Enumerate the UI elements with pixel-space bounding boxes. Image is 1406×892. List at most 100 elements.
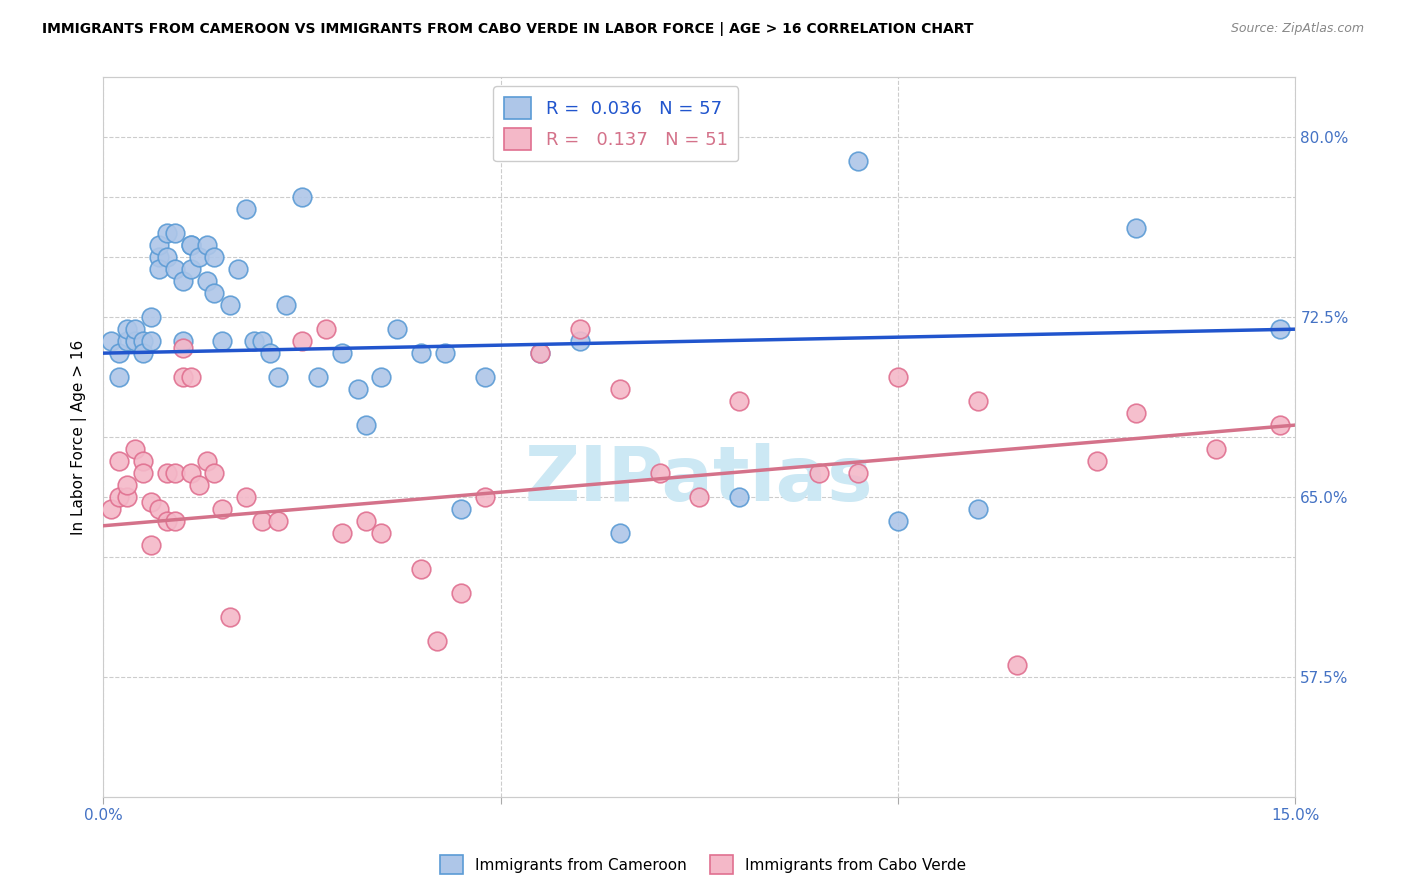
Point (354, 514, 377, 528)
Point (1085, 454, 1108, 468)
Point (172, 342, 194, 356)
Point (148, 250, 170, 264)
Point (156, 514, 179, 528)
Point (887, 370, 910, 384)
Point (219, 298, 242, 312)
Point (529, 346, 551, 360)
Text: ZIPatlas: ZIPatlas (524, 443, 873, 517)
Point (569, 322, 592, 336)
Point (426, 633, 449, 648)
Point (330, 346, 353, 360)
Point (728, 490, 751, 504)
Point (204, 286, 226, 301)
Point (180, 370, 202, 384)
Point (180, 262, 202, 277)
Point (1125, 221, 1147, 235)
Point (108, 370, 131, 384)
Point (243, 334, 266, 348)
Text: IMMIGRANTS FROM CAMEROON VS IMMIGRANTS FROM CABO VERDE IN LABOR FORCE | AGE > 16: IMMIGRANTS FROM CAMEROON VS IMMIGRANTS F… (42, 22, 974, 37)
Point (846, 466, 869, 480)
Point (387, 322, 409, 336)
Point (115, 334, 138, 348)
Point (180, 238, 202, 252)
Point (274, 298, 297, 312)
Point (728, 394, 751, 409)
Point (291, 190, 314, 204)
Point (204, 250, 226, 264)
Point (163, 466, 186, 480)
Point (148, 262, 170, 277)
Point (139, 310, 162, 325)
Point (124, 322, 146, 336)
Point (250, 334, 273, 348)
Point (115, 322, 138, 336)
Point (148, 502, 170, 516)
Point (1007, 657, 1029, 672)
Point (124, 442, 146, 456)
Point (433, 346, 456, 360)
Point (474, 490, 496, 504)
Point (108, 490, 131, 504)
Point (124, 334, 146, 348)
Point (100, 334, 122, 348)
Point (195, 238, 218, 252)
Point (115, 478, 138, 492)
Point (609, 525, 631, 540)
Point (846, 154, 869, 169)
Text: Source: ZipAtlas.com: Source: ZipAtlas.com (1230, 22, 1364, 36)
Point (163, 514, 186, 528)
Point (1268, 322, 1291, 336)
Point (156, 227, 179, 241)
Point (204, 466, 226, 480)
Point (180, 238, 202, 252)
Point (139, 334, 162, 348)
Point (172, 334, 194, 348)
Point (156, 250, 179, 264)
Point (346, 382, 368, 396)
Point (307, 370, 329, 384)
Point (529, 346, 551, 360)
Point (132, 466, 155, 480)
Point (228, 262, 250, 277)
Point (195, 454, 218, 468)
Point (187, 478, 209, 492)
Point (330, 525, 353, 540)
Point (235, 202, 257, 217)
Point (267, 514, 290, 528)
Legend: R =  0.036   N = 57, R =   0.137   N = 51: R = 0.036 N = 57, R = 0.137 N = 51 (494, 87, 738, 161)
Point (132, 346, 155, 360)
Point (354, 418, 377, 433)
Point (267, 370, 290, 384)
Point (132, 454, 155, 468)
Point (163, 262, 186, 277)
Y-axis label: In Labor Force | Age > 16: In Labor Force | Age > 16 (72, 340, 87, 534)
Point (291, 334, 314, 348)
Point (609, 382, 631, 396)
Point (139, 538, 162, 552)
Point (887, 514, 910, 528)
Point (187, 250, 209, 264)
Point (195, 274, 218, 288)
Point (211, 334, 233, 348)
Point (163, 227, 186, 241)
Point (688, 490, 710, 504)
Point (100, 502, 122, 516)
Point (315, 322, 337, 336)
Point (250, 514, 273, 528)
Point (370, 525, 392, 540)
Point (450, 502, 472, 516)
Point (108, 346, 131, 360)
Point (148, 238, 170, 252)
Point (219, 610, 242, 624)
Point (411, 562, 433, 576)
Point (569, 334, 592, 348)
Point (648, 466, 671, 480)
Point (966, 394, 988, 409)
Point (1125, 406, 1147, 420)
Point (211, 502, 233, 516)
Point (807, 466, 830, 480)
Legend: Immigrants from Cameroon, Immigrants from Cabo Verde: Immigrants from Cameroon, Immigrants fro… (434, 849, 972, 880)
Point (108, 454, 131, 468)
Point (115, 490, 138, 504)
Point (172, 274, 194, 288)
